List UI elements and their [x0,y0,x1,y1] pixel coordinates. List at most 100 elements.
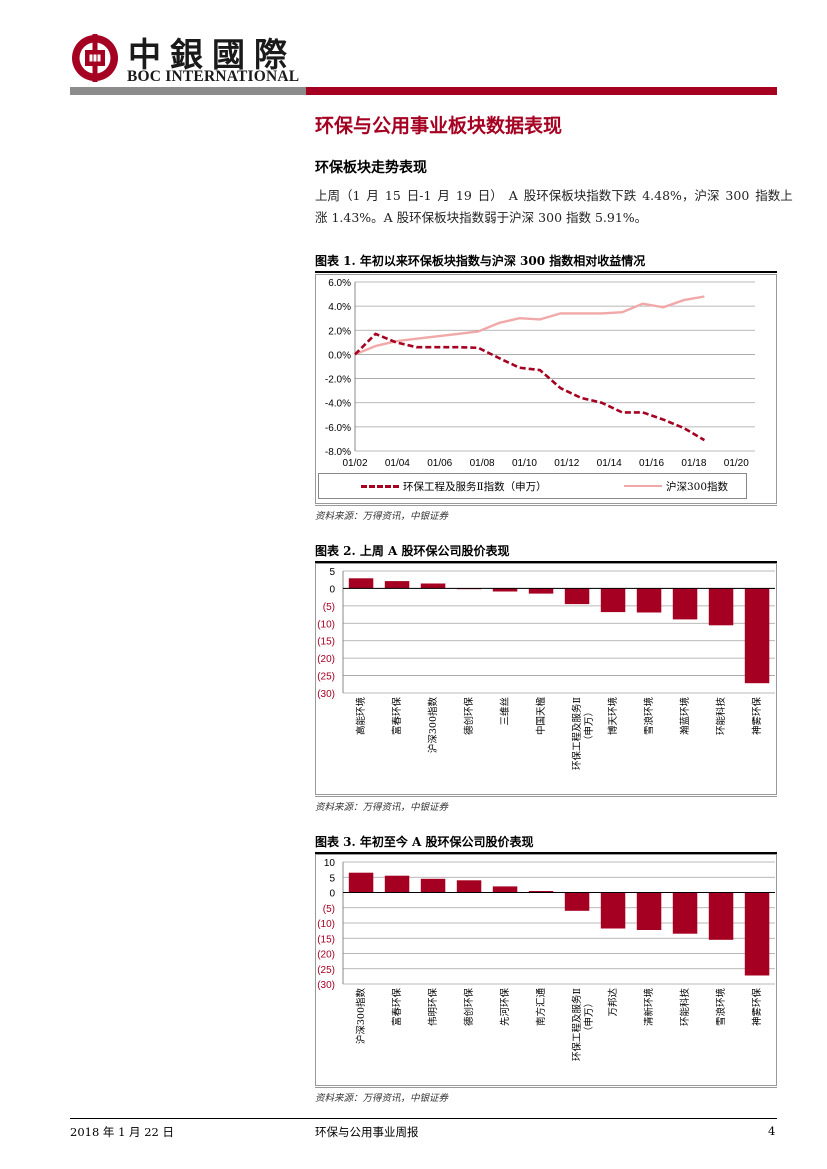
y-tick-label: -8.0% [325,447,351,458]
y-tick-label: (5) [323,602,335,613]
y-tick-label: 4.0% [328,302,351,313]
y-tick-label: 6.0% [328,278,351,289]
logo-english-name: BOC INTERNATIONAL [127,68,300,85]
bar [708,588,734,626]
y-tick-label: (15) [317,637,335,648]
y-tick-label: 5 [329,873,335,884]
y-tick-label: (10) [317,919,335,930]
category-label: 清新环境 [643,988,655,1027]
legend-label-series2: 沪深300指数 [666,481,729,493]
subsection-title: 环保板块走势表现 [315,160,427,176]
bar [744,892,770,976]
category-label: 高能环境 [355,697,367,736]
footer-page-number: 4 [768,1124,776,1138]
y-tick-label: (5) [323,904,335,915]
category-label: 环保工程及服务Ⅱ [571,697,583,770]
bar [636,892,662,930]
fig2-source-rule [315,796,777,797]
legend-solid-line-icon [624,485,662,487]
y-tick-label: 2.0% [328,326,351,337]
category-label: 博天环境 [607,697,619,736]
fig2-source: 资料来源：万得资讯，中银证券 [315,802,449,813]
footer-date: 2018 年 1 月 22 日 [70,1125,174,1139]
bar [708,892,734,940]
bar-chart-weekly: 5 0 (5) (10) (15) (20) (25) (30) 高能环境 富春环保 沪深300指数… [315,563,777,795]
boc-logo-icon [70,33,120,83]
category-label: 富春环保 [391,697,403,736]
fig1-source: 资料来源：万得资讯，中银证券 [315,511,449,522]
fig3-title-rule [315,852,777,854]
bar [492,886,518,893]
header-red-bar [306,87,777,95]
chart2-frame [315,563,777,795]
fig3-title: 图表 3. 年初至今 A 股环保公司股价表现 [315,835,534,849]
chart1-legend: 环保工程及服务Ⅱ指数（申万） 沪深300指数 [318,473,747,499]
x-tick-label: 01/04 [385,458,410,469]
fig2-title-rule [315,561,777,563]
category-label: 伟明环保 [427,988,439,1027]
x-tick-label: 01/10 [512,458,537,469]
x-tick-label: 01/18 [681,458,706,469]
y-tick-label: (20) [317,654,335,665]
y-tick-label: (25) [317,965,335,976]
category-label: 万邦达 [607,988,619,1017]
header-gray-bar [70,87,306,95]
y-tick-label: (15) [317,934,335,945]
category-label: 南方汇通 [535,988,547,1027]
category-label: 沪深300指数 [427,697,439,754]
bar-chart-ytd: 10 5 0 (5) (10) (15) (20) (25) (30) 沪深300指数 富春环保 伟明… [315,854,777,1086]
y-tick-label: (30) [317,980,335,991]
category-label: 中国天楹 [535,697,547,736]
x-tick-label: 01/14 [597,458,622,469]
footer-report-name: 环保与公用事业周报 [315,1125,419,1139]
x-tick-label: 01/16 [639,458,664,469]
x-tick-label: 01/08 [470,458,495,469]
fig3-source: 资料来源：万得资讯，中银证券 [315,1093,449,1104]
bar [564,892,590,911]
category-label: 环能科技 [679,988,691,1027]
fig1-source-rule [315,505,777,506]
bar [636,588,662,613]
bar [420,878,446,893]
category-label: 德创环保 [463,988,475,1027]
fig3-source-rule [315,1087,777,1088]
y-tick-label: -4.0% [325,399,351,410]
legend-label-series1: 环保工程及服务Ⅱ指数（申万） [403,481,547,493]
category-label: 雪浪环境 [643,697,655,736]
chart3-frame [315,854,777,1086]
bar [492,588,518,592]
bar [564,588,590,605]
fig2-title: 图表 2. 上周 A 股环保公司股价表现 [315,544,510,558]
category-label: 雪浪环境 [715,988,727,1027]
y-tick-label: (10) [317,619,335,630]
fig1-title-rule [315,271,777,273]
category-label-line2: （申万） [583,707,595,745]
bar [672,588,698,620]
series-line-hs300 [354,295,705,356]
category-label: 富春环保 [391,988,403,1027]
category-label: 三维丝 [499,697,511,726]
y-tick-label: -6.0% [325,423,351,434]
y-tick-label: 0 [329,584,335,595]
category-label: 沪深300指数 [355,988,367,1045]
y-tick-label: 0.0% [328,350,351,361]
chart1-frame [315,274,777,504]
bar [348,872,374,893]
category-label: 德创环保 [463,697,475,736]
paragraph-line-1: 上周（1 月 15 日-1 月 19 日） A 股环保板块指数下跌 4.48%，… [315,188,793,203]
bar [528,588,554,594]
x-tick-label: 01/20 [724,458,749,469]
bar [420,583,446,589]
y-tick-label: 5 [329,567,335,578]
bar [600,892,626,929]
category-label-line2: （申万） [583,998,595,1036]
x-tick-label: 01/02 [342,458,367,469]
bar [384,875,410,893]
fig1-title: 图表 1. 年初以来环保板块指数与沪深 300 指数相对收益情况 [315,254,646,268]
category-label: 先河环保 [499,988,511,1027]
bar [672,892,698,934]
bar [600,588,626,613]
paragraph-line-2: 涨 1.43%。A 股环保板块指数弱于沪深 300 指数 5.91%。 [315,210,648,225]
y-tick-label: -2.0% [325,375,351,386]
footer-rule [70,1118,777,1119]
